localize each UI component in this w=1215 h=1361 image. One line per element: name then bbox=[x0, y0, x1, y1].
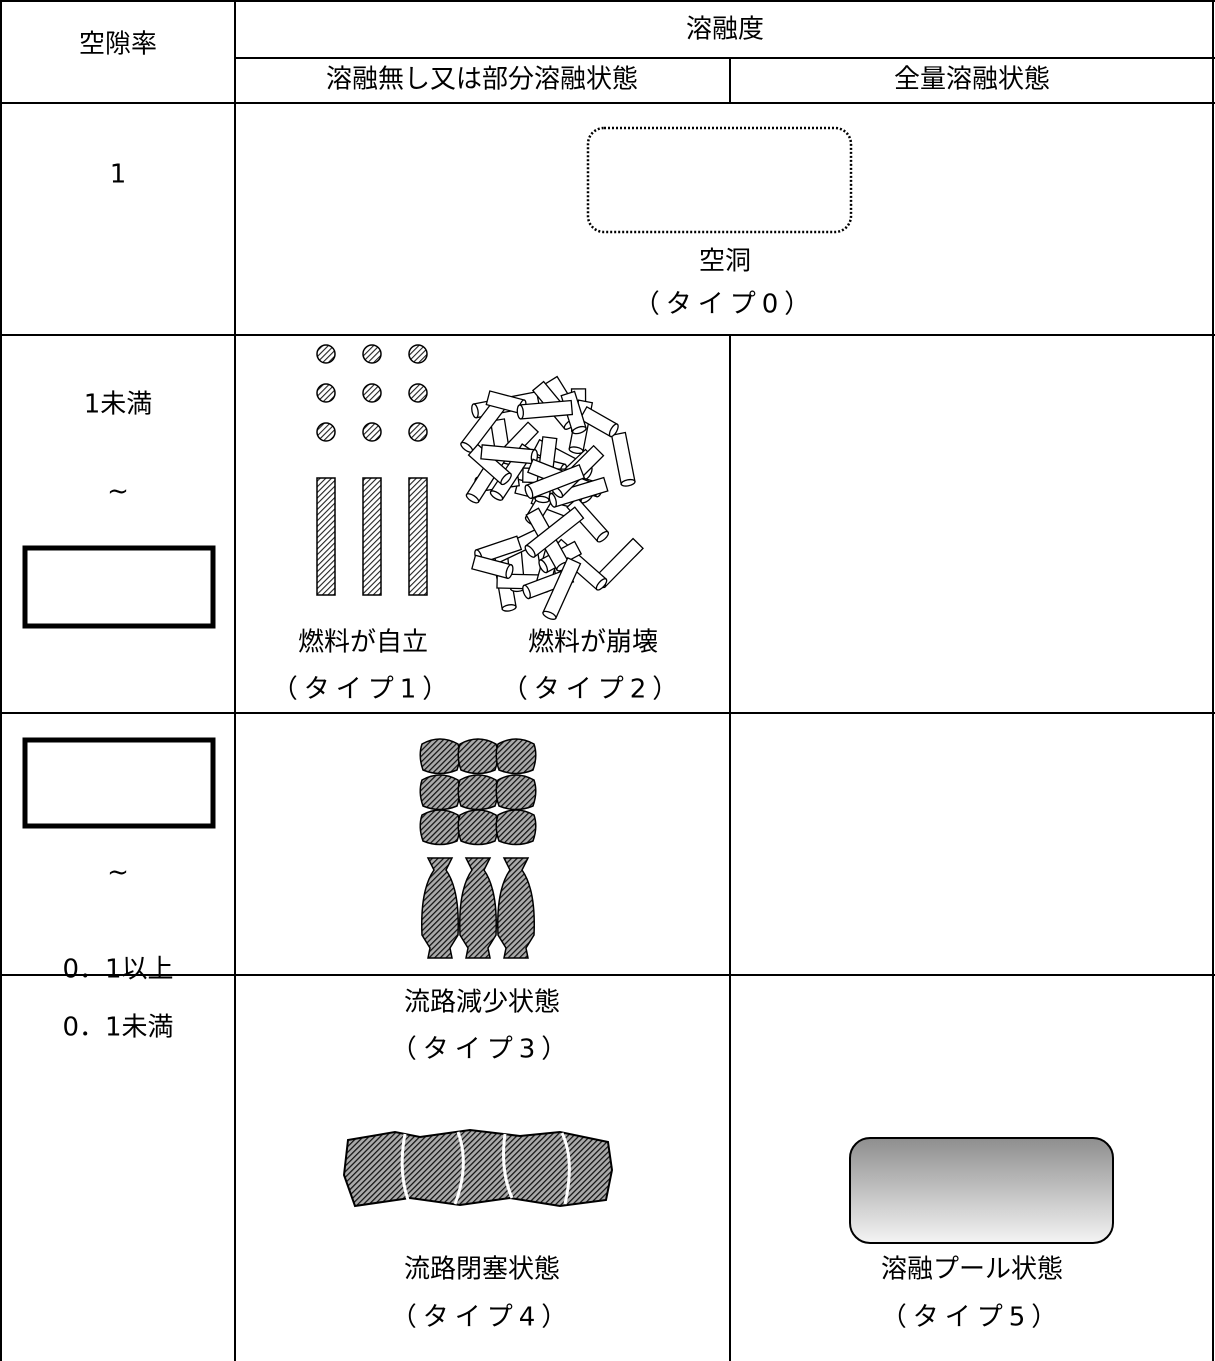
shape bbox=[505, 564, 514, 580]
shape bbox=[524, 544, 536, 558]
state-label: 燃料が自立 bbox=[298, 628, 428, 658]
melt-pool-icon bbox=[849, 1137, 1114, 1244]
shape bbox=[548, 492, 557, 508]
shape bbox=[408, 477, 428, 596]
header-cell: 空隙率 bbox=[79, 30, 157, 60]
shape bbox=[362, 383, 382, 403]
shape bbox=[516, 404, 525, 420]
shape bbox=[516, 399, 574, 420]
shape bbox=[362, 422, 382, 442]
header-cell: 全量溶融状態 bbox=[894, 65, 1050, 95]
porosity-label: 0．1未満 bbox=[62, 1013, 173, 1043]
shape bbox=[419, 738, 461, 775]
shape bbox=[362, 344, 382, 364]
shape bbox=[362, 477, 382, 596]
type-label: （タイプ1） bbox=[272, 675, 455, 705]
type-label: （タイプ4） bbox=[391, 1303, 574, 1333]
state-label: 流路閉塞状態 bbox=[404, 1255, 560, 1285]
shape bbox=[480, 444, 539, 465]
header-cell: 溶融度 bbox=[686, 15, 764, 45]
type-label: （タイプ3） bbox=[391, 1035, 574, 1065]
shape bbox=[542, 610, 557, 620]
blocked-flow-icon bbox=[342, 1128, 614, 1208]
shape bbox=[471, 554, 514, 580]
shape bbox=[542, 557, 582, 620]
shape bbox=[459, 857, 497, 959]
shape bbox=[419, 809, 461, 846]
shape bbox=[524, 506, 585, 558]
shape bbox=[408, 422, 428, 442]
shape bbox=[610, 431, 636, 485]
shape bbox=[596, 530, 610, 543]
type-label: （タイプ0） bbox=[634, 290, 817, 320]
shape bbox=[495, 738, 537, 775]
shape bbox=[571, 425, 587, 435]
shape bbox=[489, 490, 504, 501]
void-icon bbox=[586, 126, 853, 234]
shape bbox=[316, 383, 336, 403]
shape bbox=[408, 383, 428, 403]
shape bbox=[501, 604, 517, 612]
shape bbox=[500, 472, 512, 486]
shape bbox=[566, 496, 610, 543]
shape bbox=[457, 774, 499, 811]
shape bbox=[457, 738, 499, 775]
shape bbox=[457, 809, 499, 846]
header-cell: 溶融無し又は部分溶融状態 bbox=[326, 65, 638, 95]
porosity-label: 1 bbox=[110, 160, 127, 190]
shape bbox=[495, 774, 537, 811]
blank-box bbox=[22, 737, 216, 829]
collapsed-fuel-icon bbox=[460, 375, 644, 620]
porosity-label: 1未満 bbox=[84, 390, 153, 420]
shape bbox=[608, 423, 619, 438]
type-label: （タイプ2） bbox=[502, 675, 685, 705]
shape bbox=[524, 484, 534, 500]
shape bbox=[495, 809, 537, 846]
shape bbox=[524, 463, 586, 500]
shape bbox=[534, 495, 550, 504]
type-label: （タイプ5） bbox=[881, 1303, 1064, 1333]
porosity-label: ~ bbox=[107, 477, 129, 507]
shape bbox=[548, 476, 609, 508]
shape bbox=[610, 431, 636, 487]
shape bbox=[579, 406, 619, 438]
shape bbox=[316, 477, 336, 596]
shape bbox=[419, 774, 461, 811]
shape bbox=[421, 857, 459, 959]
shape bbox=[408, 344, 428, 364]
shape bbox=[497, 857, 535, 959]
shape bbox=[316, 344, 336, 364]
blank-box bbox=[22, 545, 216, 629]
state-label: 燃料が崩壊 bbox=[528, 628, 658, 658]
standing-fuel-icon bbox=[316, 344, 428, 596]
state-label: 空洞 bbox=[699, 247, 751, 277]
shape bbox=[471, 403, 479, 419]
shape bbox=[538, 559, 549, 574]
porosity-label: ~ bbox=[107, 858, 129, 888]
reduced-flow-icon bbox=[419, 738, 537, 959]
shape bbox=[316, 422, 336, 442]
state-label: 溶融プール状態 bbox=[881, 1255, 1063, 1285]
shape bbox=[465, 493, 480, 504]
shape bbox=[620, 478, 636, 487]
state-label: 流路減少状態 bbox=[404, 988, 560, 1018]
porosity-label: 0．1以上 bbox=[62, 955, 173, 985]
shape bbox=[595, 578, 608, 591]
shape bbox=[522, 584, 531, 600]
